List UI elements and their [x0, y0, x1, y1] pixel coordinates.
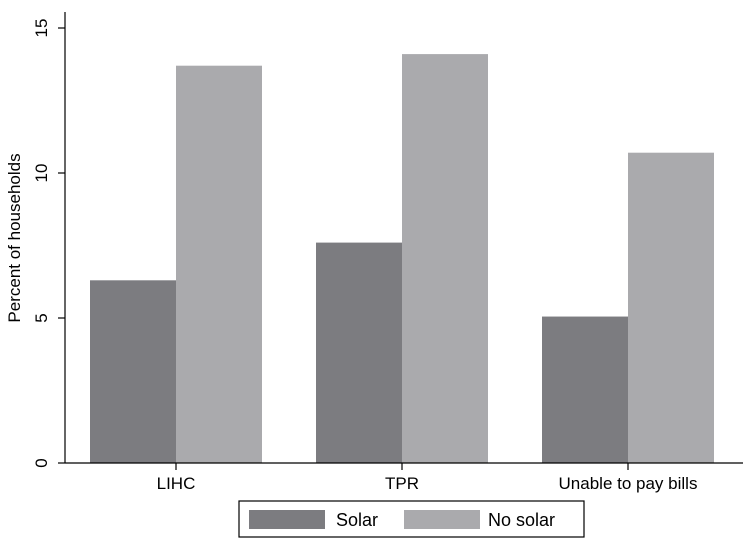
y-tick-label: 0 — [32, 458, 51, 467]
bar-no-solar-lihc — [176, 65, 262, 463]
legend: Solar No solar — [238, 500, 585, 538]
legend-label-solar: Solar — [336, 510, 378, 530]
legend-swatch-solar — [249, 510, 325, 529]
y-tick-label: 15 — [32, 19, 51, 38]
bar-no-solar-unable-to-pay-bills — [628, 152, 714, 463]
y-tick-label: 5 — [32, 313, 51, 322]
legend-label-no-solar: No solar — [488, 510, 555, 530]
bar-solar-tpr — [316, 242, 402, 463]
y-axis: 0 5 10 15 — [32, 12, 66, 468]
y-tick-label: 10 — [32, 164, 51, 183]
x-tick-label: LIHC — [157, 474, 196, 493]
bars-group — [90, 54, 714, 463]
bar-solar-lihc — [90, 280, 176, 463]
x-axis: LIHC TPR Unable to pay bills — [65, 462, 743, 493]
y-axis-title: Percent of households — [5, 153, 24, 322]
bar-no-solar-tpr — [402, 54, 488, 463]
x-tick-label: Unable to pay bills — [559, 474, 698, 493]
x-tick-label: TPR — [385, 474, 419, 493]
legend-swatch-no-solar — [404, 510, 480, 529]
bar-solar-unable-to-pay-bills — [542, 316, 628, 463]
